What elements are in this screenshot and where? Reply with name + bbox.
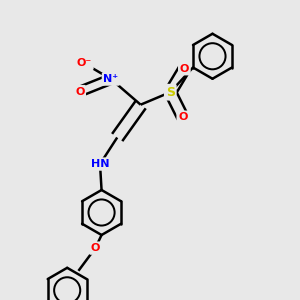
Text: O⁻: O⁻: [77, 58, 92, 68]
Text: O: O: [178, 112, 188, 122]
Text: HN: HN: [91, 159, 109, 169]
Text: O: O: [75, 87, 84, 97]
Text: N⁺: N⁺: [103, 74, 118, 84]
Text: S: S: [166, 86, 175, 99]
Text: O: O: [91, 243, 100, 253]
Text: O: O: [180, 64, 189, 74]
